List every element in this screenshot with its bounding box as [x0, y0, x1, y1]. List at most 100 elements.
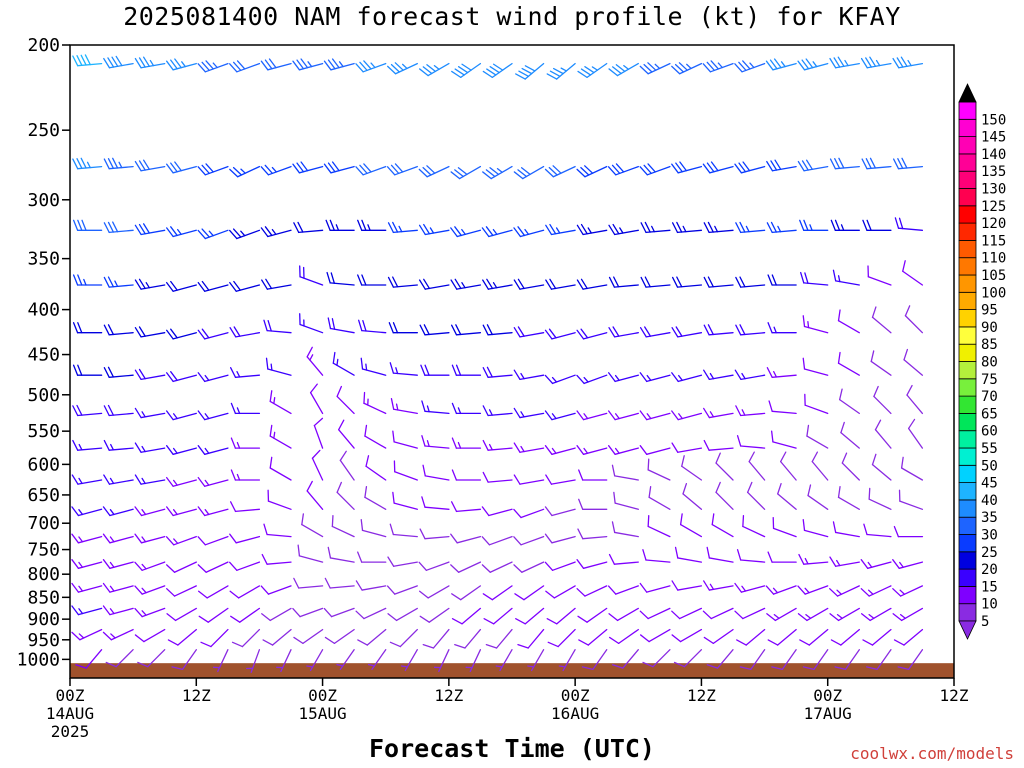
- wind-barb: [671, 62, 703, 75]
- wind-barb: [613, 491, 639, 510]
- wind-barb: [103, 474, 134, 485]
- wind-barb: [482, 165, 513, 180]
- wind-barb: [671, 276, 703, 288]
- wind-barb: [734, 369, 766, 381]
- wind-barb: [134, 506, 166, 517]
- wind-barb: [893, 525, 924, 538]
- wind-barb: [706, 546, 734, 563]
- wind-barb: [103, 324, 134, 336]
- wind-barb: [671, 161, 703, 174]
- wind-barb: [735, 221, 766, 234]
- wind-barb: [450, 324, 482, 336]
- colorbar-swatch: [958, 395, 977, 414]
- wind-barb: [706, 649, 734, 669]
- wind-barb: [736, 435, 766, 449]
- wind-barb: [364, 424, 387, 449]
- wind-barb: [577, 62, 608, 79]
- wind-barb: [873, 385, 892, 415]
- wind-barb: [387, 221, 418, 234]
- colorbar-label: 25: [981, 545, 998, 561]
- wind-barb: [102, 533, 134, 544]
- wind-barb: [301, 513, 324, 538]
- wind-barb: [331, 515, 355, 538]
- x-tick-label: 14AUG: [46, 704, 94, 723]
- wind-barb: [545, 585, 576, 599]
- credit-label: coolwx.com/models: [850, 744, 1014, 763]
- wind-barb: [800, 271, 829, 286]
- wind-barb: [682, 482, 703, 510]
- wind-barb: [336, 481, 355, 510]
- wind-barb: [767, 551, 797, 563]
- wind-barb: [71, 474, 103, 485]
- wind-barb: [339, 450, 355, 481]
- wind-barb: [134, 278, 166, 290]
- wind-barb: [865, 649, 892, 671]
- wind-barb: [513, 369, 545, 381]
- wind-barb: [860, 559, 892, 569]
- wind-barb: [797, 58, 829, 71]
- wind-barb: [103, 55, 134, 69]
- wind-barb: [903, 348, 924, 376]
- wind-barb: [418, 278, 450, 290]
- wind-barb: [198, 607, 229, 623]
- wind-barb: [71, 506, 103, 517]
- wind-barb: [418, 561, 450, 571]
- wind-barb: [870, 350, 892, 376]
- wind-barb: [365, 455, 387, 481]
- wind-barb: [734, 60, 766, 73]
- wind-barb: [482, 278, 513, 290]
- wind-barb: [134, 474, 166, 485]
- wind-barb: [229, 280, 261, 292]
- wind-barb: [608, 276, 639, 288]
- wind-barb: [892, 157, 924, 170]
- wind-barb: [263, 319, 292, 334]
- wind-barb: [263, 523, 292, 538]
- wind-barb: [134, 407, 166, 419]
- wind-barb: [802, 315, 829, 334]
- wind-barb: [900, 456, 924, 481]
- wind-barb: [134, 159, 166, 172]
- wind-barb: [802, 357, 829, 376]
- wind-barb: [450, 278, 482, 290]
- wind-barb: [513, 474, 545, 485]
- wind-barb: [363, 391, 387, 415]
- wind-barb: [799, 219, 829, 231]
- wind-barb: [355, 163, 387, 176]
- wind-barb: [72, 439, 103, 451]
- wind-barb: [197, 506, 229, 517]
- wind-barb: [102, 506, 134, 517]
- wind-barb: [134, 628, 166, 643]
- colorbar-swatch: [958, 430, 977, 449]
- wind-barb: [451, 364, 482, 376]
- wind-barb: [451, 437, 482, 449]
- wind-barb: [673, 649, 703, 668]
- wind-barb: [735, 405, 766, 417]
- wind-barb: [766, 607, 797, 622]
- wind-barb: [734, 161, 766, 174]
- wind-barb: [450, 165, 482, 180]
- wind-barb: [166, 280, 197, 292]
- wind-barb: [545, 474, 576, 485]
- wind-barb: [679, 513, 703, 538]
- wind-barb: [863, 523, 892, 538]
- wind-barb: [134, 607, 166, 618]
- colorbar-label: 120: [981, 216, 1006, 232]
- wind-barb: [544, 506, 576, 517]
- colorbar-label: 150: [981, 112, 1006, 128]
- wind-barb: [862, 219, 892, 231]
- y-tick-label: 400: [27, 300, 60, 321]
- wind-barb: [134, 368, 166, 381]
- wind-barb: [703, 407, 734, 419]
- wind-barb: [735, 276, 766, 288]
- wind-barb: [715, 481, 734, 510]
- wind-barb: [72, 54, 103, 67]
- colorbar-swatch: [958, 274, 977, 293]
- wind-barb: [481, 226, 513, 238]
- wind-barb: [260, 585, 292, 595]
- wind-barb: [608, 445, 639, 455]
- wind-barb: [364, 485, 387, 510]
- wind-barb: [766, 159, 797, 172]
- wind-barb: [772, 516, 797, 538]
- wind-barb: [838, 388, 860, 415]
- wind-barb: [546, 607, 576, 625]
